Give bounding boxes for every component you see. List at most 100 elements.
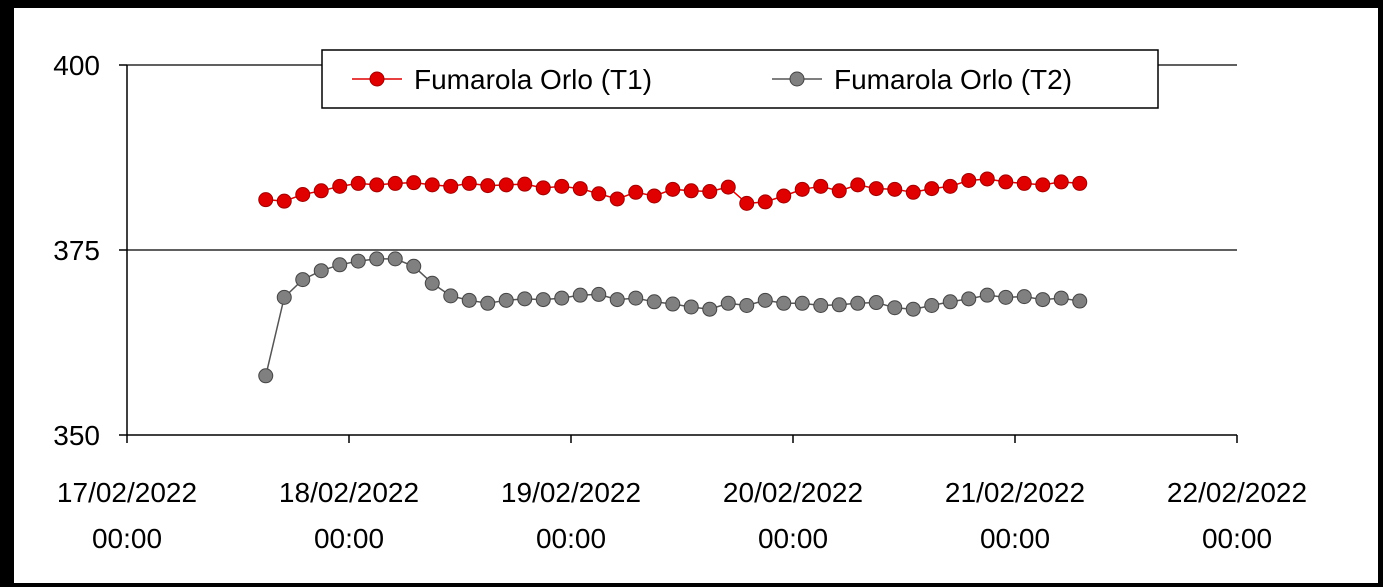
data-point: [1053, 290, 1069, 306]
data-point: [517, 176, 533, 192]
x-tick-label: 22/02/2022 00:00: [1167, 477, 1307, 554]
data-point: [535, 292, 551, 308]
data-point: [831, 183, 847, 199]
data-point: [1016, 175, 1032, 191]
data-point: [276, 193, 292, 209]
data-point: [757, 194, 773, 210]
x-tick-label-date: 18/02/2022: [279, 477, 419, 508]
data-point: [1072, 175, 1088, 191]
data-point: [443, 288, 459, 304]
data-point: [535, 180, 551, 196]
data-point: [350, 253, 366, 269]
data-point: [868, 295, 884, 311]
data-point: [461, 175, 477, 191]
data-point: [831, 297, 847, 313]
data-point: [480, 178, 496, 194]
x-tick-label-time: 00:00: [1202, 523, 1272, 554]
data-point: [572, 287, 588, 303]
x-tick-label-time: 00:00: [980, 523, 1050, 554]
legend-marker: [789, 71, 805, 87]
legend-label: Fumarola Orlo (T1): [414, 64, 652, 95]
data-point: [979, 287, 995, 303]
data-point: [1072, 293, 1088, 309]
data-point: [683, 299, 699, 315]
data-point: [369, 251, 385, 267]
data-point: [609, 292, 625, 308]
data-point: [258, 192, 274, 208]
x-tick-label-date: 20/02/2022: [723, 477, 863, 508]
x-tick-label: 17/02/2022 00:00: [57, 477, 197, 554]
data-point: [665, 181, 681, 197]
data-point: [776, 188, 792, 204]
data-point: [905, 301, 921, 317]
x-tick-label-date: 19/02/2022: [501, 477, 641, 508]
y-tick-label: 350: [53, 420, 100, 451]
data-point: [794, 181, 810, 197]
data-point: [628, 184, 644, 200]
data-point: [646, 294, 662, 310]
data-point: [295, 272, 311, 288]
legend-marker: [369, 71, 385, 87]
data-point: [369, 177, 385, 193]
data-point: [609, 191, 625, 207]
data-point: [720, 295, 736, 311]
data-point: [739, 298, 755, 313]
data-point: [572, 181, 588, 197]
data-point: [276, 289, 292, 305]
data-point: [406, 258, 422, 274]
data-point: [628, 290, 644, 306]
data-point: [998, 289, 1014, 305]
x-tick-label: 20/02/2022 00:00: [723, 477, 863, 554]
data-point: [924, 181, 940, 197]
x-tick-label-date: 17/02/2022: [57, 477, 197, 508]
data-point: [850, 295, 866, 311]
y-tick-label: 375: [53, 235, 100, 266]
data-point: [961, 291, 977, 307]
data-point: [1053, 174, 1069, 190]
data-point: [295, 187, 311, 202]
data-point: [1035, 292, 1051, 308]
data-point: [702, 301, 718, 317]
legend-box: [321, 49, 1159, 109]
data-point: [387, 175, 403, 191]
data-point: [424, 275, 440, 291]
x-tick-label: 19/02/2022 00:00: [501, 477, 641, 554]
data-point: [387, 251, 403, 267]
data-point: [517, 291, 533, 307]
data-point: [406, 175, 422, 191]
data-point: [461, 292, 477, 308]
data-point: [683, 183, 699, 199]
data-point: [776, 295, 792, 311]
data-point: [979, 171, 995, 187]
data-point: [480, 295, 496, 311]
data-point: [702, 184, 718, 200]
data-point: [591, 186, 607, 202]
x-tick-label: 18/02/2022 00:00: [279, 477, 419, 554]
data-point: [498, 177, 514, 193]
data-point: [868, 181, 884, 197]
data-point: [313, 263, 329, 279]
data-point: [350, 175, 366, 191]
data-point: [554, 290, 570, 306]
data-point: [739, 195, 755, 211]
data-point: [258, 368, 274, 384]
data-point: [591, 286, 607, 302]
data-point: [887, 181, 903, 197]
x-tick-label-time: 00:00: [314, 523, 384, 554]
x-tick-label-time: 00:00: [758, 523, 828, 554]
data-point: [1016, 289, 1032, 305]
legend-label: Fumarola Orlo (T2): [834, 64, 1072, 95]
x-tick-label-date: 21/02/2022: [945, 477, 1085, 508]
data-point: [498, 292, 514, 308]
data-point: [794, 295, 810, 311]
data-point: [905, 184, 921, 200]
data-point: [942, 178, 958, 194]
y-tick-label: 400: [53, 50, 100, 81]
data-point: [813, 178, 829, 194]
data-point: [313, 183, 329, 199]
data-point: [813, 298, 829, 313]
x-tick-label-time: 00:00: [536, 523, 606, 554]
data-point: [554, 178, 570, 194]
